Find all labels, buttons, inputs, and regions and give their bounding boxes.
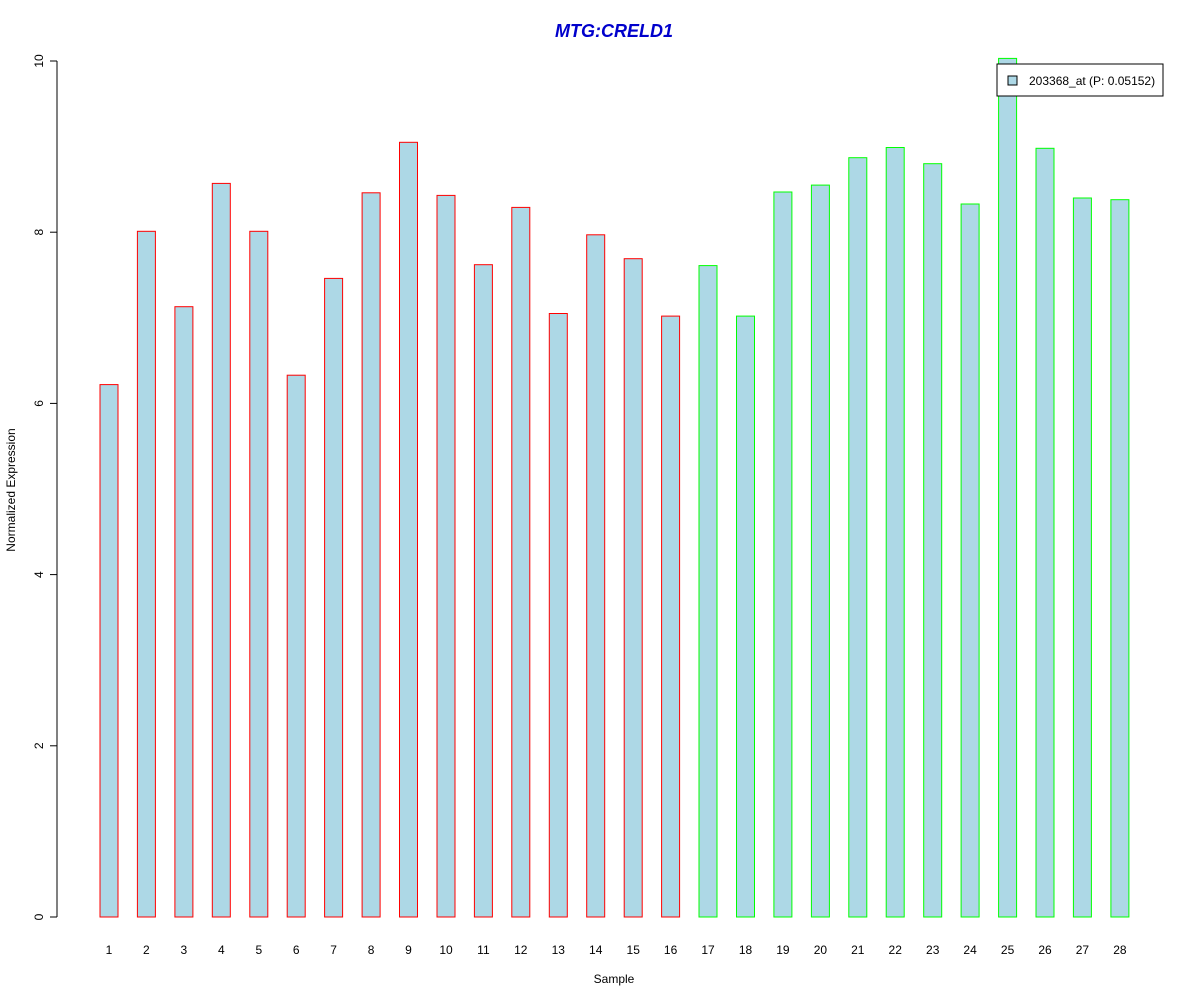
bar-sample-22 [885,147,905,918]
bar-sample-9 [399,141,418,918]
x-tick-label: 17 [701,943,715,957]
bar-sample-12 [511,206,531,918]
x-tick-label: 26 [1038,943,1052,957]
bar-sample-16 [661,315,681,918]
x-tick-label: 22 [889,943,903,957]
bar-sample-14 [586,234,606,918]
x-tick-label: 24 [963,943,977,957]
x-tick-label: 16 [664,943,678,957]
y-tick-label: 0 [32,913,46,920]
x-tick-label: 10 [439,943,453,957]
x-tick-label: 8 [368,943,375,957]
bar-sample-1 [99,384,119,918]
y-axis-title: Normalized Expression [4,428,18,551]
bar-sample-11 [473,264,493,918]
bar-sample-24 [960,203,980,918]
chart-title: MTG:CRELD1 [555,21,673,41]
y-tick-label: 8 [32,229,46,236]
x-tick-label: 18 [739,943,753,957]
bar-sample-13 [548,313,568,918]
bar-sample-6 [286,374,306,918]
x-tick-label: 23 [926,943,940,957]
bars [99,57,1130,918]
bar-sample-21 [848,157,868,918]
bar-sample-26 [1035,147,1055,918]
y-axis: 0 2 4 6 8 10 [32,54,58,920]
x-tick-label: 20 [814,943,828,957]
bar-sample-4 [211,182,231,918]
bar-sample-5 [249,230,269,918]
x-tick-label: 28 [1113,943,1127,957]
x-tick-label: 5 [255,943,262,957]
bar-sample-19 [773,191,793,918]
bar-sample-28 [1110,199,1130,918]
x-tick-label: 6 [293,943,300,957]
x-tick-label: 13 [552,943,566,957]
x-tick-label: 15 [627,943,641,957]
x-tick-label: 4 [218,943,225,957]
x-tick-label: 1 [106,943,113,957]
bar-sample-17 [698,265,718,918]
bar-sample-7 [324,277,344,918]
bar-sample-20 [810,184,830,918]
legend-box [996,63,1164,97]
bar-sample-15 [623,258,643,918]
y-tick-label: 10 [32,54,46,68]
x-tick-label: 19 [776,943,790,957]
x-tick-label: 9 [405,943,412,957]
x-tick-label: 21 [851,943,865,957]
x-axis-labels: 1 2 3 4 5 6 7 8 9 10 11 12 13 14 15 16 17 18 19 20 21 22 23 24 2… [106,943,1127,957]
bar-sample-25 [998,57,1018,918]
bar-sample-2 [136,230,156,918]
legend: 203368_at (P: 0.05152) [996,63,1164,97]
x-tick-label: 27 [1076,943,1090,957]
x-tick-label: 14 [589,943,603,957]
bar-sample-3 [174,306,194,918]
x-tick-label: 7 [330,943,337,957]
x-tick-label: 3 [181,943,188,957]
x-axis-title: Sample [594,972,635,986]
x-tick-label: 25 [1001,943,1015,957]
y-tick-label: 6 [32,400,46,407]
legend-label: 203368_at (P: 0.05152) [1029,74,1155,88]
bar-sample-18 [736,315,755,918]
bar-sample-27 [1072,197,1092,918]
x-tick-label: 2 [143,943,150,957]
legend-swatch [1007,75,1018,86]
bar-sample-8 [361,192,381,918]
y-tick-label: 2 [32,742,46,749]
x-tick-label: 12 [514,943,528,957]
y-tick-label: 4 [32,571,46,578]
x-tick-label: 11 [477,943,490,957]
bar-sample-23 [923,163,943,918]
bar-sample-10 [436,194,456,918]
